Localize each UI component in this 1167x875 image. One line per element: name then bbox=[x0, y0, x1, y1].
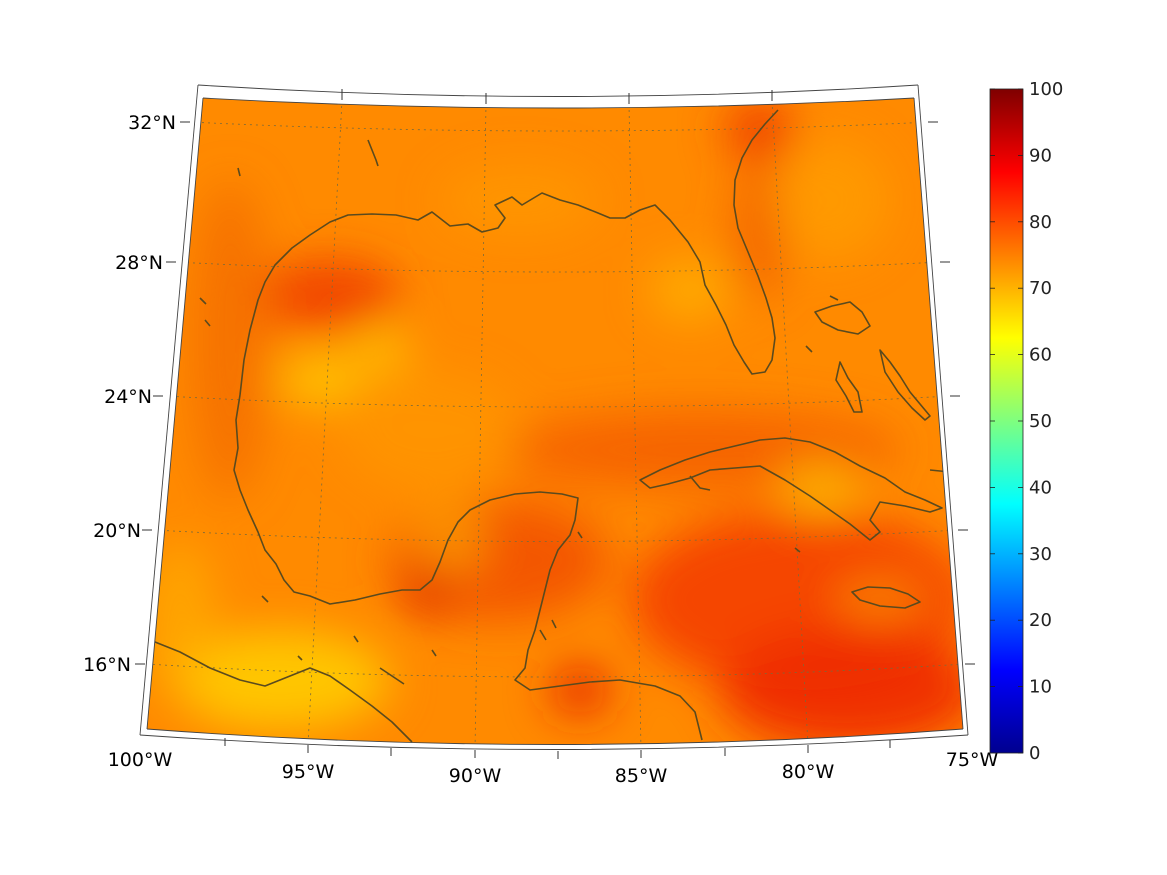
colorbar-tick-label: 40 bbox=[1029, 477, 1052, 498]
coast-pacific bbox=[149, 639, 413, 743]
colorbar-tick-label: 20 bbox=[1029, 610, 1052, 631]
lat-label-32: 32°N bbox=[128, 112, 176, 134]
graticule bbox=[147, 99, 963, 745]
lon-label-100w: 100°W bbox=[108, 749, 173, 771]
colorbar-tick-label: 10 bbox=[1029, 677, 1052, 698]
lat-label-28: 28°N bbox=[115, 252, 163, 274]
grid-lat-20 bbox=[154, 529, 959, 542]
coast-cuba bbox=[639, 437, 943, 541]
lat-label-20: 20°N bbox=[93, 520, 141, 542]
lon-label-80w: 80°W bbox=[782, 761, 835, 783]
coast-mexico bbox=[233, 394, 703, 741]
lon-label-85w: 85°W bbox=[615, 765, 668, 787]
colorbar-tick-label: 60 bbox=[1029, 345, 1052, 366]
lon-label-90w: 90°W bbox=[449, 765, 502, 787]
lon-label-75w: 75°W bbox=[946, 749, 999, 771]
colorbar-tick-label: 80 bbox=[1029, 212, 1052, 233]
lat-label-16: 16°N bbox=[83, 654, 131, 676]
lon-labels: 100°W 95°W 90°W 85°W 80°W 75°W bbox=[108, 749, 999, 787]
coast-us-gulf bbox=[239, 109, 779, 396]
frame-ticks bbox=[135, 89, 975, 759]
colorbar-tick-label: 50 bbox=[1029, 411, 1052, 432]
coast-islands bbox=[199, 139, 801, 685]
coast-jamaica bbox=[851, 586, 921, 609]
colorbar-tick-label: 90 bbox=[1029, 145, 1052, 166]
colorbar-ramp bbox=[989, 88, 1024, 754]
colorbar-tick-label: 30 bbox=[1029, 544, 1052, 565]
colorbar-tick-label: 70 bbox=[1029, 278, 1052, 299]
colorbar-tick-label: 0 bbox=[1029, 743, 1040, 764]
coast-bahamas bbox=[805, 295, 931, 421]
lon-label-95w: 95°W bbox=[282, 761, 335, 783]
lat-label-24: 24°N bbox=[104, 386, 152, 408]
field-blobs bbox=[147, 100, 963, 745]
grid-lat-28 bbox=[174, 261, 941, 273]
map-frame bbox=[139, 84, 969, 750]
grid-lat-24 bbox=[164, 395, 951, 408]
map-field bbox=[147, 98, 963, 745]
colorbar-tick-label: 100 bbox=[1029, 79, 1063, 100]
lat-labels: 32°N 28°N 24°N 20°N 16°N bbox=[83, 112, 176, 676]
